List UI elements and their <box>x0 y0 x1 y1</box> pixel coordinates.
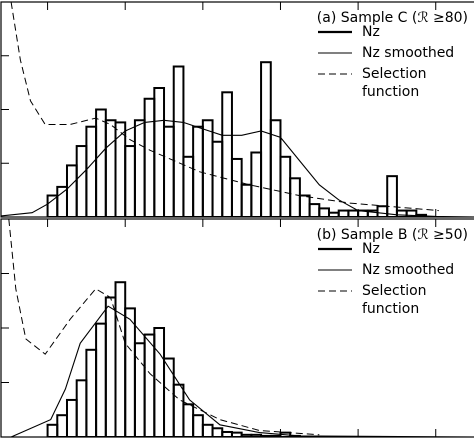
panel <box>8 219 473 437</box>
hist-bar <box>211 427 224 437</box>
hist-bar <box>182 403 195 437</box>
hist-bar <box>124 145 136 217</box>
hist-bar <box>327 211 340 217</box>
legend-label: Nz smoothed <box>362 262 455 278</box>
hist-bar <box>65 164 78 217</box>
legend-label: Nz smoothed <box>362 45 455 61</box>
frame <box>0 218 474 438</box>
hist-bar <box>85 348 98 437</box>
hist-bar <box>376 205 389 217</box>
hist-bar <box>95 108 107 217</box>
hist-bar <box>153 87 166 217</box>
hist-bar <box>230 157 243 217</box>
hist-bar <box>75 379 88 437</box>
hist-bar <box>46 423 59 437</box>
hist-bar <box>395 209 408 217</box>
hist-bar <box>153 327 166 437</box>
hist-bar <box>230 431 243 437</box>
hist-bar <box>85 125 98 217</box>
legend-label: Selection function <box>362 283 427 317</box>
hist-bar <box>143 333 156 437</box>
hist-bar <box>114 281 127 437</box>
hist-bar <box>221 430 233 437</box>
hist-bar <box>201 423 214 437</box>
selection-line <box>10 2 439 212</box>
hist-bar <box>172 383 185 437</box>
hist-bar <box>308 203 321 217</box>
hist-bar <box>386 175 398 217</box>
hist-bar <box>250 151 263 217</box>
hist-bar <box>289 177 301 217</box>
legend-label: Nz <box>362 24 380 40</box>
hist-bar <box>133 119 146 217</box>
hist-bar <box>46 194 59 217</box>
hist-bar <box>172 65 185 217</box>
hist-bar <box>240 183 253 217</box>
smooth-line <box>10 305 473 437</box>
hist-bar <box>347 209 360 217</box>
hist-bar <box>337 209 350 217</box>
hist-bar <box>260 61 272 217</box>
hist-bar <box>75 145 88 217</box>
legend-label: Nz <box>362 241 380 257</box>
chart-title: (a) Sample C (ℛ ≥80) <box>316 10 468 26</box>
hist-bar <box>143 97 156 217</box>
hist-bar <box>192 414 204 437</box>
legend-label: Selection function <box>362 66 427 100</box>
hist-bar <box>56 185 68 217</box>
panel <box>1 2 473 217</box>
hist-bar <box>56 414 68 437</box>
hist-bar <box>114 121 127 217</box>
hist-bar <box>405 209 418 217</box>
hist-bar <box>279 155 292 217</box>
hist-bar <box>211 140 224 217</box>
selection-line <box>8 219 320 436</box>
hist-bar <box>163 357 175 437</box>
chart-title: (b) Sample B (ℛ ≥50) <box>316 227 468 243</box>
hist-bar <box>221 91 233 217</box>
hist-bar <box>124 307 136 437</box>
hist-bar <box>318 207 330 217</box>
smooth-line <box>1 119 473 217</box>
hist-bar <box>95 322 107 437</box>
hist-bar <box>298 194 311 217</box>
hist-bar <box>201 119 214 217</box>
hist-bar <box>104 296 117 437</box>
hist-bar <box>65 398 78 437</box>
hist-bar <box>104 119 117 217</box>
hist-bar <box>163 125 175 217</box>
